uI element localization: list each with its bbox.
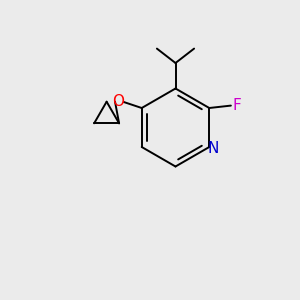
Text: O: O: [112, 94, 124, 109]
Text: F: F: [232, 98, 241, 112]
Text: N: N: [208, 141, 219, 156]
